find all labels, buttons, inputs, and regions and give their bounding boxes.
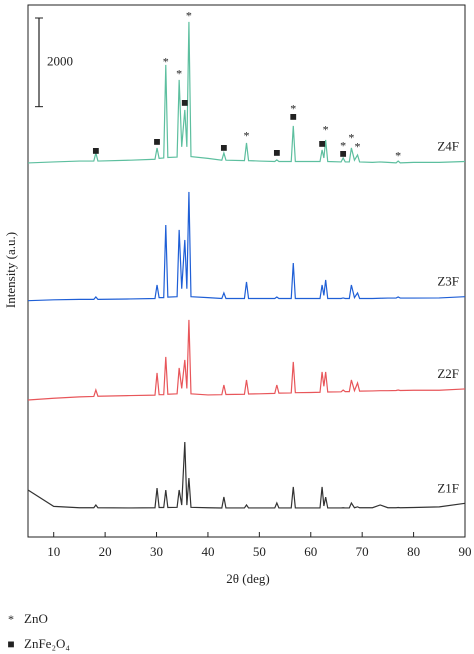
phase-marker: * (340, 139, 346, 153)
x-tick-label: 40 (201, 544, 214, 559)
phase-marker: ■ (92, 144, 99, 158)
phase-marker: * (244, 129, 250, 143)
phase-marker: * (355, 140, 361, 154)
phase-marker: ■ (220, 141, 227, 155)
xrd-line (27, 441, 466, 509)
phase-marker: * (186, 9, 192, 23)
legend-label: ZnFe₂O₄ (24, 636, 70, 651)
phase-marker: * (323, 123, 329, 137)
x-tick-label: 20 (99, 544, 112, 559)
y-axis-label: Intensity (a.u.) (3, 232, 18, 308)
phase-marker: ■ (340, 147, 347, 161)
x-tick-label: 50 (253, 544, 266, 559)
legend-symbol: ■ (7, 637, 14, 651)
series-label: Z2F (437, 366, 459, 381)
series-label: Z3F (437, 274, 459, 289)
phase-marker: ■ (318, 137, 325, 151)
x-tick-label: 10 (47, 544, 60, 559)
phase-marker: * (176, 67, 182, 81)
phase-marker: * (163, 55, 169, 69)
phase-marker: * (348, 131, 354, 145)
series-label: Z1F (437, 480, 459, 495)
xrd-line (27, 191, 466, 302)
xrd-line (27, 319, 466, 401)
legend-label: ZnO (24, 611, 48, 626)
phase-marker: ■ (153, 135, 160, 149)
legend-symbol: * (8, 612, 14, 626)
x-axis-label: 2θ (deg) (226, 571, 269, 586)
plot-frame (27, 4, 466, 538)
x-tick-label: 80 (407, 544, 420, 559)
x-tick-label: 30 (150, 544, 163, 559)
phase-marker: ■ (181, 96, 188, 110)
x-tick-label: 70 (356, 544, 369, 559)
phase-marker: ■ (273, 146, 280, 160)
phase-marker: * (290, 102, 296, 116)
phase-marker: * (395, 149, 401, 163)
scale-bar-label: 2000 (47, 53, 73, 68)
series-label: Z4F (437, 138, 459, 153)
x-tick-label: 90 (459, 544, 472, 559)
xrd-line (27, 21, 466, 164)
phase-marker: ■ (290, 110, 297, 124)
x-tick-label: 60 (304, 544, 317, 559)
